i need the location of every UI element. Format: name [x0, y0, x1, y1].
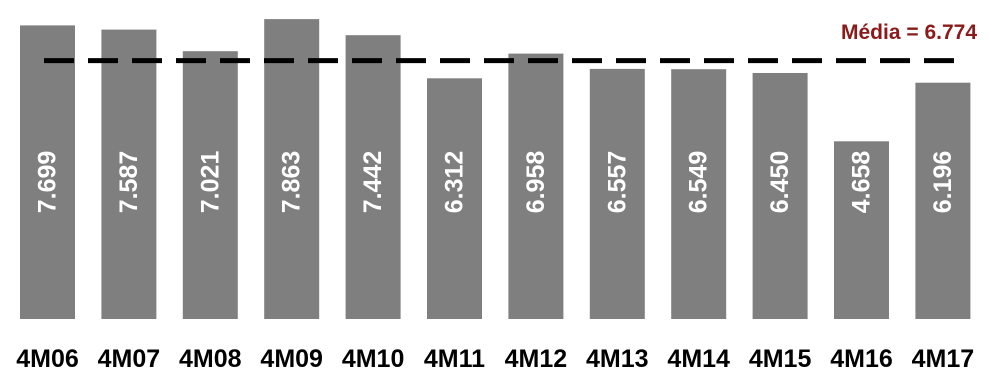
mean-line-group: Média = 6.774	[44, 21, 977, 64]
bar-4M09	[264, 19, 320, 319]
bar-4M07	[101, 29, 157, 319]
bar-4M15	[752, 73, 808, 319]
bar-4M06	[20, 25, 75, 320]
bar-value-label: 6.312	[441, 151, 469, 214]
bars-group	[20, 19, 971, 320]
bar-4M16	[834, 141, 889, 319]
category-label: 4M07	[98, 345, 161, 372]
category-label: 4M08	[179, 345, 242, 372]
bar-4M12	[508, 53, 564, 319]
category-label: 4M09	[260, 345, 323, 372]
bar-4M13	[589, 68, 645, 320]
category-label: 4M14	[667, 345, 730, 372]
bar-value-label: 7.442	[359, 151, 387, 214]
bar-4M10	[345, 35, 401, 319]
bar-value-label: 6.549	[685, 151, 713, 214]
bar-value-label: 7.863	[278, 151, 306, 214]
category-label: 4M12	[505, 345, 568, 372]
bar-value-label: 6.958	[522, 151, 550, 214]
category-label: 4M17	[912, 345, 975, 372]
bar-value-label: 6.450	[766, 151, 794, 214]
bar-value-label: 7.587	[115, 151, 143, 214]
category-label: 4M10	[342, 345, 405, 372]
category-label: 4M15	[749, 345, 812, 372]
category-label: 4M13	[586, 345, 649, 372]
category-labels: 4M06 4M07 4M08 4M09 4M10 4M11 4M12 4M13 4M14 4M15…	[16, 345, 974, 372]
bar-value-label: 4.658	[848, 151, 876, 214]
bar-4M08	[182, 51, 238, 319]
bar-value-label: 7.021	[196, 151, 224, 214]
bar-value-labels: 7.699 7.587 7.021 7.863 7.442 6.312 6.958 6.557…	[34, 151, 957, 214]
bar-4M17	[915, 82, 971, 319]
category-label: 4M16	[830, 345, 893, 372]
bar-4M11	[427, 78, 482, 319]
bar-value-label: 6.196	[929, 151, 957, 214]
mean-label: Média = 6.774	[841, 21, 977, 44]
category-label: 4M06	[16, 345, 79, 372]
bar-4M14	[671, 69, 727, 319]
bar-value-label: 7.699	[34, 151, 62, 214]
bar-value-label: 6.557	[603, 151, 631, 214]
category-label: 4M11	[424, 345, 485, 372]
